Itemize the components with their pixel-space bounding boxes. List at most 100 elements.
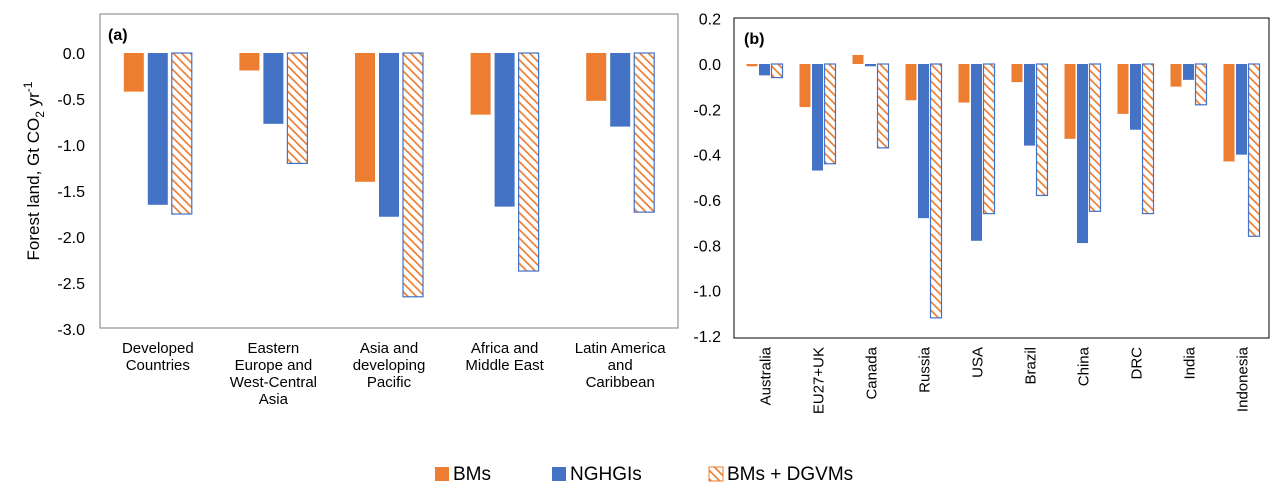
bar-bms-dgvms-5: [1035, 63, 1049, 197]
bar-nghgis-5: [1024, 64, 1035, 146]
bar-bms-0: [746, 64, 758, 67]
panel-a-y-axis-label: Forest land, Gt CO2 yr-1: [21, 81, 47, 260]
bar-bms-dgvms-4: [982, 63, 996, 215]
legend-label-bms-dgvms: BMs + DGVMs: [727, 464, 853, 485]
category-label-line: West-Central: [230, 374, 317, 391]
bar-bms-6: [1064, 64, 1076, 139]
bar-bms-1: [239, 53, 260, 71]
bar-bms-dgvms-2: [876, 63, 890, 149]
y-tick-label: -0.6: [693, 193, 721, 210]
bar-bms-dgvms-4: [633, 52, 655, 213]
bar-bms-2: [852, 54, 864, 64]
panel-b-bars: [746, 54, 1261, 319]
bar-nghgis-2: [379, 53, 399, 217]
category-label: USA: [970, 347, 987, 378]
category-label-line: Pacific: [367, 374, 412, 391]
category-label-line: Asia: [259, 391, 289, 408]
bar-nghgis-4: [971, 64, 982, 241]
panel-a-y-ticks: 0.0 -0.5 -1.0 -1.5 -2.0 -2.5 -3.0: [57, 46, 85, 339]
panel-a-bars: [123, 52, 655, 298]
bar-nghgis-3: [494, 53, 515, 207]
bar-bms-8: [1170, 64, 1182, 87]
panel-b-y-ticks: 0.2 0.0 -0.2 -0.4 -0.6 -0.8 -1.0 -1.2: [693, 12, 721, 346]
bar-nghgis-2: [865, 64, 876, 67]
category-label: EU27+UK: [811, 347, 828, 414]
panel-a: (a) 0.0 -0.5 -1.0 -1.5 -2.0 -2.5 -3.0 Develope…: [21, 13, 679, 408]
category-label: Brazil: [1023, 347, 1040, 385]
legend-label-bms: BMs: [453, 464, 491, 485]
panel-b-label: (b): [744, 31, 764, 48]
y-tick-label: 0.0: [63, 46, 85, 63]
category-label-line: developing: [353, 357, 426, 374]
panel-b-frame: [733, 17, 1270, 339]
category-label: Indonesia: [1235, 346, 1252, 412]
category-label-line: Middle East: [465, 357, 544, 374]
category-label-line: Countries: [126, 357, 190, 374]
bar-bms-4: [586, 53, 607, 101]
bar-nghgis-0: [759, 64, 770, 76]
bar-bms-dgvms-8: [1194, 63, 1208, 106]
bar-nghgis-9: [1236, 64, 1247, 155]
y-tick-label: -1.2: [693, 329, 721, 346]
category-label-line: Asia and: [360, 340, 418, 357]
y-tick-label: -1.5: [57, 184, 85, 201]
panel-a-label: (a): [108, 27, 128, 44]
bar-bms-1: [799, 64, 811, 108]
bar-bms-dgvms-1: [823, 63, 837, 165]
category-label: Canada: [864, 346, 881, 399]
bar-bms-dgvms-9: [1247, 63, 1261, 237]
category-label-line: and: [608, 357, 633, 374]
legend-swatch-bms-dgvms: [708, 466, 724, 482]
bar-bms-3: [905, 64, 917, 101]
y-tick-label: -0.4: [693, 148, 721, 165]
category-label-line: Developed: [122, 340, 194, 357]
y-tick-label: -0.5: [57, 92, 85, 109]
category-label: DRC: [1129, 347, 1146, 380]
category-label: Russia: [917, 346, 934, 393]
bar-bms-4: [958, 64, 970, 103]
category-label-line: Africa and: [471, 340, 539, 357]
bar-bms-9: [1223, 64, 1235, 162]
panel-b-categories: Australia EU27+UK Canada Russia USA Brazil Chi…: [758, 346, 1252, 414]
bar-nghgis-1: [263, 53, 284, 124]
panel-b: (b) 0.2 0.0 -0.2 -0.4 -0.6 -0.8 -1.0 -1.2 Austr…: [693, 12, 1270, 414]
y-tick-label: -1.0: [693, 284, 721, 301]
y-tick-label: -1.0: [57, 138, 85, 155]
bar-nghgis-3: [918, 64, 929, 219]
bar-nghgis-4: [610, 53, 631, 127]
bar-nghgis-6: [1077, 64, 1088, 244]
legend-label-nghgis: NGHGIs: [570, 464, 642, 485]
category-label: India: [1182, 346, 1199, 379]
bar-bms-2: [355, 53, 375, 182]
bar-nghgis-0: [147, 53, 168, 205]
bar-bms-dgvms-2: [402, 52, 424, 298]
category-label: China: [1076, 346, 1093, 386]
bar-bms-dgvms-7: [1141, 63, 1155, 215]
category-label-line: Caribbean: [586, 374, 655, 391]
bar-bms-dgvms-0: [770, 63, 784, 79]
y-tick-label: -0.2: [693, 102, 721, 119]
legend-swatch-bms: [435, 467, 449, 481]
y-tick-label: 0.2: [699, 12, 721, 29]
bar-nghgis-1: [812, 64, 823, 171]
bar-bms-3: [470, 53, 491, 115]
category-label-line: Eastern: [248, 340, 300, 357]
y-tick-label: -2.0: [57, 230, 85, 247]
y-tick-label: -0.8: [693, 238, 721, 255]
bar-bms-dgvms-0: [171, 52, 193, 215]
bar-bms-0: [123, 53, 144, 92]
legend-swatch-nghgis: [552, 467, 566, 481]
category-label-line: Latin America: [575, 340, 667, 357]
y-tick-label: -3.0: [57, 322, 85, 339]
panel-a-frame: [99, 13, 679, 329]
bar-bms-dgvms-3: [929, 63, 943, 319]
bar-nghgis-8: [1183, 64, 1194, 80]
bar-bms-5: [1011, 64, 1023, 83]
bar-nghgis-7: [1130, 64, 1141, 130]
bar-bms-7: [1117, 64, 1129, 114]
category-label: Australia: [758, 346, 775, 405]
y-tick-label: -2.5: [57, 276, 85, 293]
legend: BMs NGHGIs BMs + DGVMs: [435, 464, 853, 485]
